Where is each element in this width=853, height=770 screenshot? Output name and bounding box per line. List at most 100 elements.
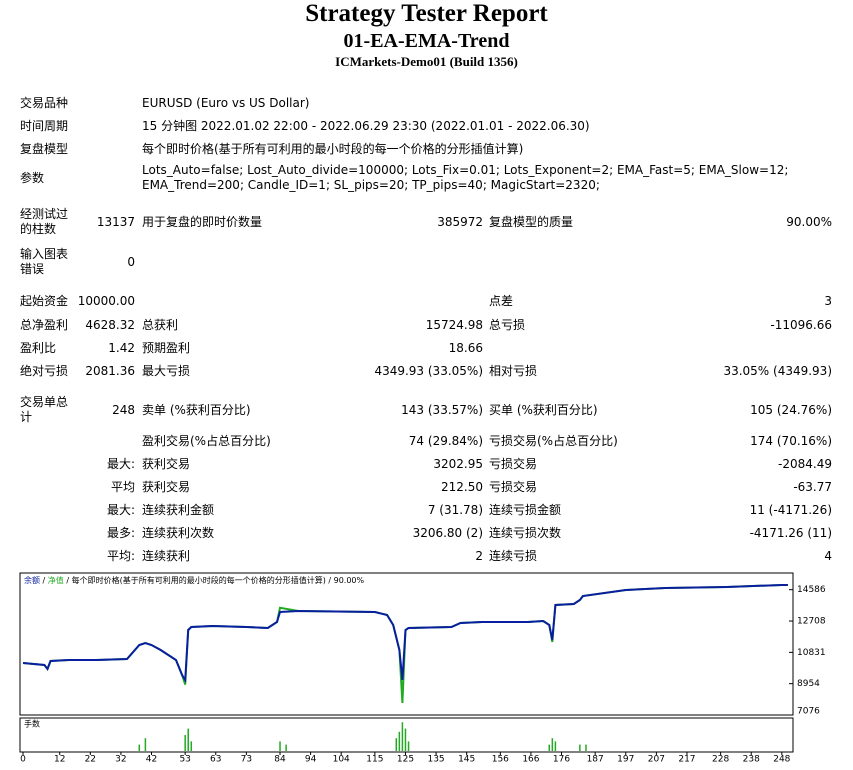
volume-bar	[279, 741, 281, 751]
stats-row: 最多: 连续获利次数 3206.80 (2) 连续亏损次数 -4171.26 (11)	[0, 516, 853, 550]
x-tick-label: 176	[553, 755, 570, 765]
stat-label: 总获利	[142, 317, 179, 332]
volume-bar	[395, 738, 398, 751]
settings-row: 参数 Lots_Auto=false; Lost_Auto_divide=1000…	[0, 161, 853, 195]
balance-chart: 14586 12708 10831 8954 7076 0 12 22 32 42 53 63 73 84…	[19, 572, 826, 765]
x-tick-label: 187	[587, 755, 604, 765]
plot-frame	[19, 572, 794, 716]
stat-value: 90.00%	[786, 214, 832, 229]
setting-label: 交易品种	[20, 95, 69, 110]
stat-value: 18.66	[448, 340, 483, 355]
stat-value: 4	[824, 548, 832, 563]
stat-label: 预期盈利	[142, 340, 191, 355]
volume-title: 手数	[24, 719, 40, 729]
settings-row: 复盘模型 每个即时价格(基于所有可利用的最小时段的每一个价格的分形插值计算)	[0, 132, 853, 166]
stat-value: 3206.80 (2)	[412, 525, 483, 540]
x-tick-label: 12	[54, 755, 65, 765]
volume-bar	[585, 744, 587, 751]
y-tick-label: 10831	[797, 648, 826, 658]
x-tick-label: 248	[773, 755, 790, 765]
x-tick-label: 0	[20, 755, 26, 765]
stat-value: -2084.49	[778, 456, 832, 471]
stats-row: 交易单总计 248 卖单 (%获利百分比) 143 (33.57%) 买单 (%获利百分…	[0, 393, 853, 427]
stat-value: 248	[112, 402, 135, 417]
legend: 余额 / 净值 / 每个即时价格(基于所有可利用的最小时段的每一个价格的分形插值…	[24, 575, 365, 585]
stat-value: 13137	[96, 214, 135, 229]
setting-value: Lots_Auto=false; Lost_Auto_divide=100000…	[142, 163, 789, 192]
report-build: ICMarkets-Demo01 (Build 1356)	[335, 54, 518, 69]
stat-label: 连续获利	[142, 548, 191, 563]
stat-label: 盈利比	[20, 340, 57, 355]
x-tick-label: 156	[492, 755, 509, 765]
volume-bar	[407, 741, 410, 751]
x-tick-label: 197	[617, 755, 634, 765]
stat-label: 经测试过的柱数	[20, 207, 69, 236]
setting-label: 复盘模型	[20, 141, 69, 156]
stat-label: 用于复盘的即时价数量	[142, 214, 263, 229]
stat-label: 总净盈利	[20, 317, 69, 332]
stat-label: 起始资金	[20, 293, 69, 308]
legend-separator: /	[66, 576, 69, 585]
legend-entry: 余额	[24, 575, 40, 585]
legend-separator: /	[43, 576, 46, 585]
stats-row: 平均 获利交易 212.50 亏损交易 -63.77	[0, 470, 853, 504]
stat-label: 连续亏损	[489, 548, 538, 563]
x-tick-label: 228	[712, 755, 729, 765]
stat-label: 连续亏损金额	[489, 502, 562, 517]
stat-value: 最大:	[106, 456, 135, 471]
stats-row: 输入图表错误 0	[0, 245, 853, 279]
stat-value: -11096.66	[770, 317, 832, 332]
stats-row: 经测试过的柱数 13137 用于复盘的即时价数量 385972 复盘模型的质量 90.00…	[0, 205, 853, 239]
volume-bar	[401, 722, 404, 751]
stat-label: 卖单 (%获利百分比)	[142, 402, 251, 417]
volume-bar	[187, 728, 189, 751]
stat-value: 2081.36	[85, 363, 135, 378]
stats-row: 最大: 获利交易 3202.95 亏损交易 -2084.49	[0, 447, 853, 481]
setting-label: 时间周期	[20, 118, 69, 133]
stat-value: -4171.26 (11)	[749, 525, 832, 540]
stat-label: 相对亏损	[489, 363, 538, 378]
stat-label: 亏损交易(%占总百分比)	[489, 433, 618, 448]
stat-label: 交易单总计	[20, 395, 69, 424]
x-tick-label: 125	[397, 755, 414, 765]
stat-label: 连续获利次数	[142, 525, 215, 540]
stat-value: 最多:	[106, 525, 135, 540]
stat-label: 连续亏损次数	[489, 525, 562, 540]
stats-row: 盈利比 1.42 预期盈利 18.66	[0, 331, 853, 365]
x-tick-label: 42	[146, 755, 157, 765]
stat-value: 2	[475, 548, 483, 563]
volume-bar	[144, 738, 147, 751]
stat-label: 亏损交易	[489, 456, 538, 471]
volume-frame	[19, 717, 794, 753]
stats-row: 盈利交易(%占总百分比) 74 (29.84%) 亏损交易(%占总百分比) 174 (…	[0, 424, 853, 458]
stat-label: 连续获利金额	[142, 502, 215, 517]
x-tick-label: 104	[333, 755, 350, 765]
y-tick-label: 14586	[797, 585, 826, 595]
stats-row: 绝对亏损 2081.36 最大亏损 4349.93 (33.05%) 相对亏损 33.05…	[0, 354, 853, 388]
x-tick-label: 22	[85, 755, 96, 765]
x-tick-label: 84	[274, 755, 286, 765]
volume-bar	[404, 728, 407, 751]
volume-bar	[398, 731, 401, 751]
volume-bar	[554, 741, 557, 751]
report-title: Strategy Tester Report	[305, 0, 548, 27]
y-tick-label: 12708	[797, 617, 826, 627]
volume-bar	[190, 741, 193, 751]
stats-row: 总净盈利 4628.32 总获利 15724.98 总亏损 -11096.66	[0, 308, 853, 342]
settings-row: 时间周期 15 分钟图 2022.01.02 22:00 - 2022.06.29…	[0, 109, 853, 143]
volume-bar	[184, 735, 186, 751]
x-tick-label: 73	[241, 755, 252, 765]
stat-value: 4628.32	[85, 317, 135, 332]
stat-label: 亏损交易	[489, 479, 538, 494]
stat-value: 最大:	[106, 502, 135, 517]
series-line	[22, 584, 788, 684]
x-tick-label: 94	[305, 755, 317, 765]
volume-bar	[285, 744, 287, 751]
legend-entry: 净值	[48, 575, 64, 585]
stat-value: 212.50	[441, 479, 483, 494]
stats-row: 平均: 连续获利 2 连续亏损 4	[0, 539, 853, 573]
x-tick-label: 115	[366, 755, 383, 765]
stat-value: 平均	[110, 479, 135, 494]
stat-label: 点差	[489, 293, 514, 308]
x-tick-label: 32	[115, 755, 126, 765]
